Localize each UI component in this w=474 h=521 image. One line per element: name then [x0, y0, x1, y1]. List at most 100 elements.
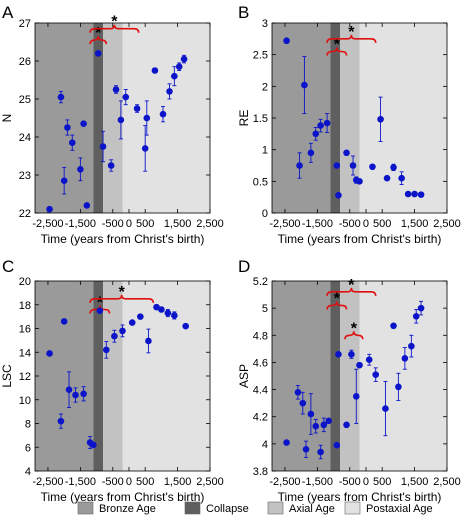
x-tick-label: -1,500	[302, 476, 333, 488]
data-point	[137, 313, 144, 320]
panel-b: 00.511.522.53-2,500 -1,500 -500 0 500 1,500 2,…	[237, 3, 461, 246]
y-tick-label: 2.5	[253, 50, 268, 62]
plot-frame	[271, 280, 448, 472]
data-point	[417, 191, 425, 198]
data-point	[312, 130, 320, 138]
x-tick-label: 500	[136, 218, 154, 230]
x-tick-label: 500	[136, 476, 154, 488]
data-point	[65, 386, 73, 393]
data-point	[369, 163, 376, 171]
data-point	[151, 67, 159, 74]
data-point	[80, 120, 87, 127]
y-axis-label: ASP	[237, 364, 251, 388]
y-tick-label: 3	[262, 18, 268, 30]
y-tick-label: 24	[19, 132, 31, 144]
y-tick-label: 4	[262, 439, 268, 451]
data-point	[395, 383, 402, 391]
data-point	[107, 162, 115, 169]
data-point	[143, 114, 151, 122]
data-point	[80, 390, 87, 398]
significance-star: *	[334, 37, 341, 54]
period-postaxial	[122, 23, 210, 213]
y-axis-label: LSC	[0, 364, 14, 388]
data-point	[141, 145, 149, 152]
y-tick-label: 5	[262, 303, 268, 315]
y-tick-label: 4.6	[253, 357, 268, 369]
x-tick-label: 2,500	[433, 218, 461, 230]
x-axis-label: Time (years from Christ's birth)	[278, 490, 442, 504]
data-point	[401, 355, 409, 362]
y-tick-label: 20	[19, 276, 31, 288]
significance-star: *	[95, 25, 102, 42]
legend-swatch	[267, 501, 284, 515]
x-tick-label: 0	[126, 476, 132, 488]
data-point	[348, 350, 355, 358]
data-point	[111, 332, 118, 340]
panel-d: 3.8 4 4.2 4.4 4.6 4.8 5 5.2 -2,500 -1,500 -500 0 500…	[237, 257, 461, 504]
data-point	[72, 391, 79, 399]
x-tick-label: -2,500	[32, 476, 63, 488]
significance-bracket	[89, 24, 140, 33]
significance-bracket	[344, 331, 364, 340]
panel-a: 22 23 24 25 26 27 -2,500 -1,500 -500 0 500 1,500 2,5…	[0, 3, 224, 246]
y-tick-label: 4.2	[253, 412, 268, 424]
significance-star: *	[111, 14, 118, 31]
data-point	[390, 164, 397, 171]
data-point	[312, 422, 320, 430]
x-tick-label: -1,500	[302, 218, 333, 230]
x-tick-label: 0	[363, 218, 369, 230]
x-tick-label: -2,500	[269, 218, 300, 230]
data-point	[182, 322, 189, 330]
data-point	[317, 122, 324, 129]
x-tick-label: -1,500	[65, 476, 96, 488]
x-axis-label: Time (years from Christ's birth)	[41, 232, 205, 246]
data-point	[320, 421, 328, 429]
significance-bracket	[89, 305, 111, 314]
y-axis-label: RE	[237, 110, 251, 127]
period-bronze	[272, 23, 331, 213]
legend-swatch	[77, 501, 94, 515]
significance-bracket	[326, 301, 348, 310]
y-tick-label: 23	[19, 170, 31, 182]
panel-letter: D	[238, 257, 250, 276]
data-point	[325, 417, 333, 425]
x-tick-label: 2,500	[433, 476, 461, 488]
data-point	[333, 162, 341, 169]
legend-label: Axial Age	[289, 503, 335, 515]
legend-label: Postaxial Age	[366, 503, 433, 515]
y-tick-label: 1.5	[253, 113, 268, 125]
data-point	[302, 445, 310, 453]
data-point	[317, 448, 324, 456]
y-tick-label: 1	[262, 145, 268, 157]
data-point	[383, 174, 391, 182]
data-point	[349, 162, 357, 169]
data-point	[133, 105, 141, 112]
data-point	[158, 306, 165, 313]
significance-star: *	[97, 295, 104, 312]
data-point	[333, 441, 341, 449]
data-point	[412, 312, 420, 320]
data-point	[299, 399, 307, 407]
period-bronze	[272, 281, 331, 471]
data-point	[417, 304, 425, 312]
y-tick-label: 4.8	[253, 330, 268, 342]
panel-letter: B	[238, 3, 249, 22]
x-tick-label: -500	[339, 476, 361, 488]
y-tick-label: 27	[19, 18, 31, 30]
data-point	[296, 162, 303, 169]
x-tick-label: 2,500	[196, 218, 224, 230]
data-point	[352, 393, 360, 400]
data-point	[372, 371, 380, 378]
data-point	[60, 177, 68, 184]
period-collapse	[93, 23, 104, 213]
period-collapse	[330, 281, 341, 471]
data-point	[283, 439, 290, 446]
plot-frame	[34, 22, 211, 214]
data-point	[96, 307, 104, 314]
data-point	[294, 388, 302, 396]
y-tick-label: 12	[19, 371, 31, 383]
data-point	[171, 72, 178, 80]
data-point	[408, 342, 415, 350]
